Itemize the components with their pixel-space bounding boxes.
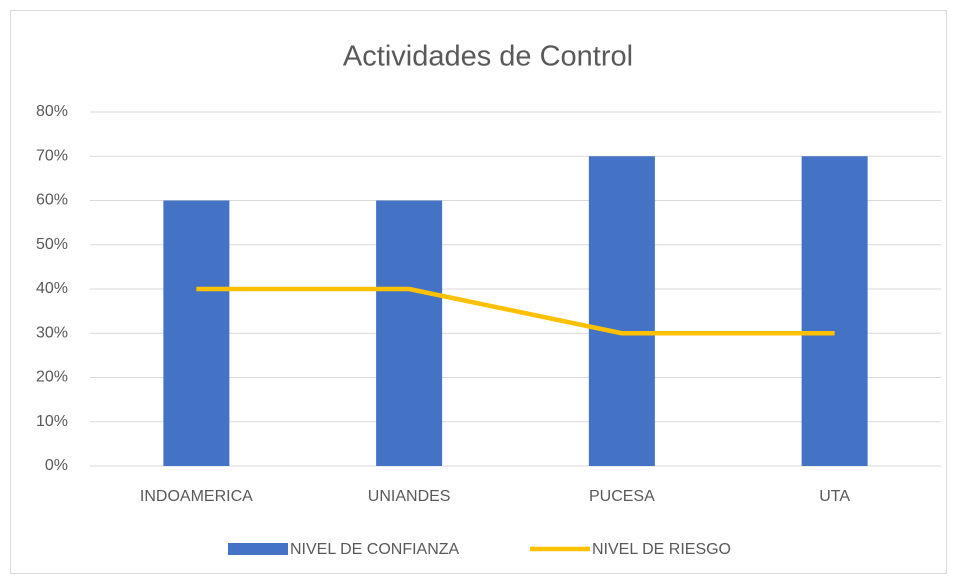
y-tick-label: 20% bbox=[36, 369, 68, 386]
x-tick-label: UNIANDES bbox=[368, 488, 451, 505]
legend-label: NIVEL DE CONFIANZA bbox=[290, 541, 460, 558]
y-tick-label: 80% bbox=[36, 103, 68, 120]
y-tick-label: 70% bbox=[36, 147, 68, 164]
x-tick-label: PUCESA bbox=[589, 488, 655, 505]
chart-title: Actividades de Control bbox=[343, 41, 633, 73]
line bbox=[196, 286, 835, 336]
y-tick-label: 0% bbox=[45, 457, 68, 474]
y-tick-label: 40% bbox=[36, 280, 68, 297]
legend-label: NIVEL DE RIESGO bbox=[592, 541, 731, 558]
y-tick-label: 30% bbox=[36, 324, 68, 341]
bar bbox=[376, 200, 443, 466]
bar bbox=[163, 200, 230, 466]
legend-swatch bbox=[228, 543, 288, 555]
y-tick-label: 10% bbox=[36, 413, 68, 430]
y-tick-label: 50% bbox=[36, 236, 68, 253]
y-tick-label: 60% bbox=[36, 192, 68, 209]
bar bbox=[588, 156, 655, 466]
x-tick-label: INDOAMERICA bbox=[140, 488, 253, 505]
bar bbox=[801, 156, 868, 466]
x-tick-label: UTA bbox=[819, 488, 850, 505]
